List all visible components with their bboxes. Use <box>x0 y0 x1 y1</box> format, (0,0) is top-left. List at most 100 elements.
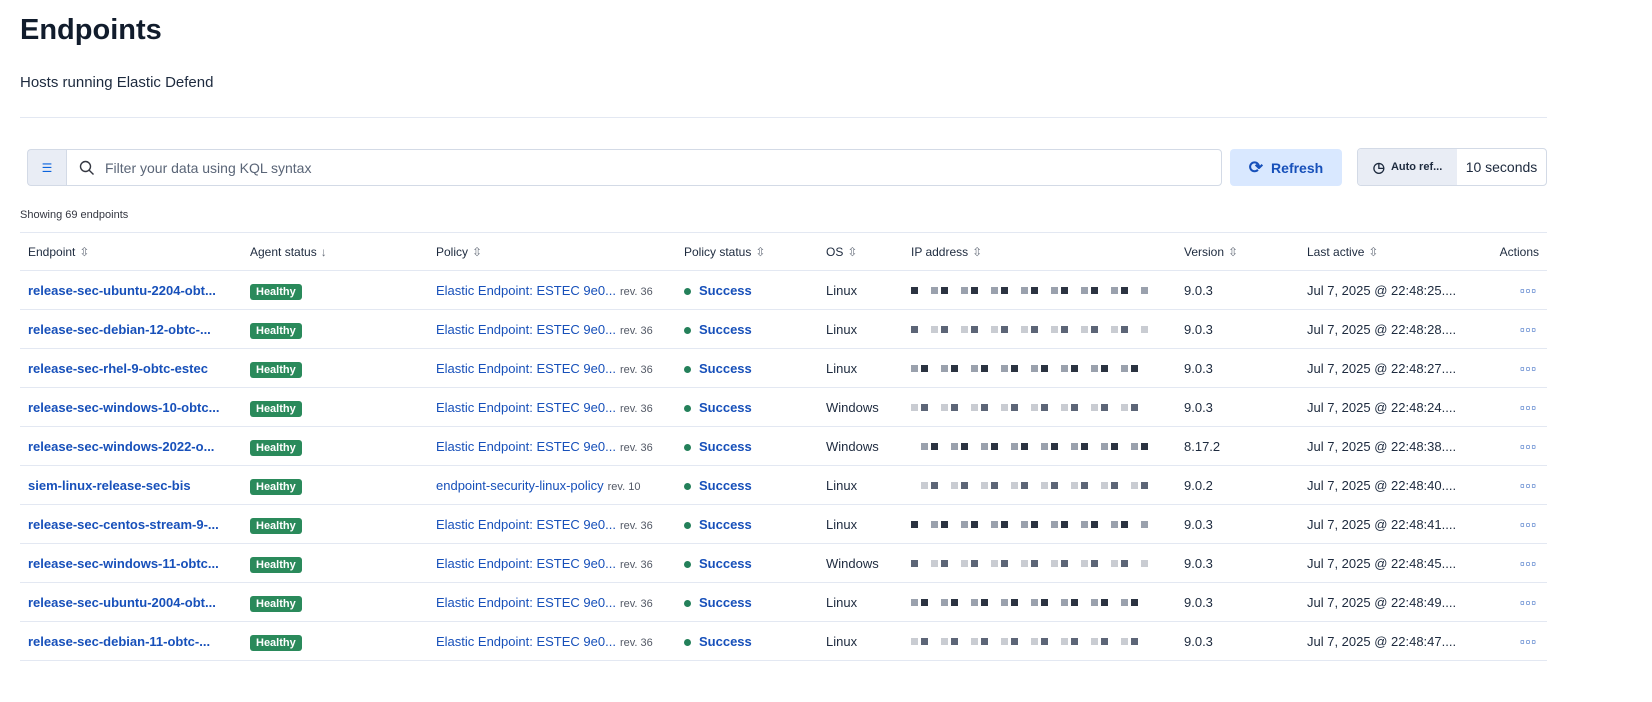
sort-icon: ⇳ <box>972 244 983 259</box>
auto-refresh-label: Auto ref... <box>1390 161 1443 173</box>
policy-link[interactable]: endpoint-security-linux-policy <box>436 477 604 493</box>
status-badge: Healthy <box>250 634 302 651</box>
status-badge: Healthy <box>250 517 302 534</box>
last-active: Jul 7, 2025 @ 22:48:27.... <box>1299 348 1479 388</box>
policy-link[interactable]: Elastic Endpoint: ESTEC 9e0... <box>436 516 616 532</box>
col-os[interactable]: OS ⇳ <box>818 232 903 271</box>
ellipsis-icon[interactable]: ▫▫▫ <box>1479 309 1547 349</box>
version: 9.0.3 <box>1176 270 1299 310</box>
status-badge: Healthy <box>250 361 302 378</box>
policy-status-link[interactable]: Success <box>699 594 752 610</box>
version: 9.0.3 <box>1176 504 1299 544</box>
auto-refresh-interval[interactable]: 10 seconds <box>1465 159 1538 175</box>
ellipsis-icon[interactable]: ▫▫▫ <box>1479 543 1547 583</box>
policy-link[interactable]: Elastic Endpoint: ESTEC 9e0... <box>436 321 616 337</box>
os: Windows <box>818 426 903 466</box>
version: 9.0.3 <box>1176 543 1299 583</box>
policy-revision: rev. 36 <box>619 519 653 532</box>
col-label: Endpoint <box>28 244 76 259</box>
ip-address-redacted <box>911 559 1176 567</box>
policy-revision: rev. 36 <box>619 285 653 298</box>
ellipsis-icon[interactable]: ▫▫▫ <box>1479 387 1547 427</box>
endpoint-link[interactable]: release-sec-debian-11-obtc-... <box>28 633 211 649</box>
col-policy[interactable]: Policy ⇳ <box>428 232 676 271</box>
auto-refresh-toggle[interactable]: ◷ Auto ref... <box>1358 149 1457 185</box>
policy-status-link[interactable]: Success <box>699 516 752 532</box>
policy-link[interactable]: Elastic Endpoint: ESTEC 9e0... <box>436 282 616 298</box>
policy-status-link[interactable]: Success <box>699 360 752 376</box>
policy-link[interactable]: Elastic Endpoint: ESTEC 9e0... <box>436 438 616 454</box>
endpoint-link[interactable]: release-sec-ubuntu-2204-obt... <box>28 282 216 298</box>
ip-address-redacted <box>911 520 1176 528</box>
policy-link[interactable]: Elastic Endpoint: ESTEC 9e0... <box>436 360 616 376</box>
search-input[interactable] <box>105 159 1105 176</box>
search-icon <box>79 160 94 175</box>
endpoint-link[interactable]: siem-linux-release-sec-bis <box>28 477 191 493</box>
status-dot-icon <box>684 638 691 646</box>
endpoint-link[interactable]: release-sec-ubuntu-2004-obt... <box>28 594 216 610</box>
version: 9.0.3 <box>1176 387 1299 427</box>
policy-status-link[interactable]: Success <box>699 282 752 298</box>
status-dot-icon <box>684 326 691 334</box>
col-last-active[interactable]: Last active ⇳ <box>1299 232 1479 271</box>
policy-status-link[interactable]: Success <box>699 321 752 337</box>
search-bar[interactable] <box>66 149 1222 186</box>
status-dot-icon <box>684 443 691 451</box>
col-agent-status[interactable]: Agent status ↓ <box>242 232 428 271</box>
policy-link[interactable]: Elastic Endpoint: ESTEC 9e0... <box>436 399 616 415</box>
ellipsis-icon[interactable]: ▫▫▫ <box>1479 504 1547 544</box>
policy-link[interactable]: Elastic Endpoint: ESTEC 9e0... <box>436 555 616 571</box>
status-dot-icon <box>684 599 691 607</box>
col-version[interactable]: Version ⇳ <box>1176 232 1299 271</box>
ip-address-redacted <box>911 403 1176 411</box>
divider <box>20 117 1547 118</box>
status-badge: Healthy <box>250 556 302 573</box>
auto-refresh-control[interactable]: ◷ Auto ref... 10 seconds <box>1357 148 1547 186</box>
last-active: Jul 7, 2025 @ 22:48:49.... <box>1299 582 1479 622</box>
ellipsis-icon[interactable]: ▫▫▫ <box>1479 465 1547 505</box>
endpoint-link[interactable]: release-sec-windows-11-obtc... <box>28 555 219 571</box>
endpoint-link[interactable]: release-sec-windows-2022-o... <box>28 438 215 454</box>
endpoint-link[interactable]: release-sec-windows-10-obtc... <box>28 399 220 415</box>
policy-revision: rev. 36 <box>619 558 653 571</box>
ellipsis-icon[interactable]: ▫▫▫ <box>1479 348 1547 388</box>
endpoint-link[interactable]: release-sec-debian-12-obtc-... <box>28 321 211 337</box>
policy-status-link[interactable]: Success <box>699 399 752 415</box>
ellipsis-icon[interactable]: ▫▫▫ <box>1479 270 1547 310</box>
status-dot-icon <box>684 287 691 295</box>
endpoint-link[interactable]: release-sec-rhel-9-obtc-estec <box>28 360 208 376</box>
ellipsis-icon[interactable]: ▫▫▫ <box>1479 621 1547 661</box>
table-row: release-sec-windows-11-obtc... Healthy E… <box>20 543 1547 583</box>
col-label: IP address <box>911 244 969 259</box>
col-policy-status[interactable]: Policy status ⇳ <box>676 232 818 271</box>
version: 9.0.3 <box>1176 309 1299 349</box>
refresh-icon: ⟳ <box>1248 157 1264 177</box>
policy-link[interactable]: Elastic Endpoint: ESTEC 9e0... <box>436 594 616 610</box>
ip-address-redacted <box>911 442 1176 450</box>
endpoint-link[interactable]: release-sec-centos-stream-9-... <box>28 516 219 532</box>
table-row: release-sec-debian-12-obtc-... Healthy E… <box>20 309 1547 349</box>
refresh-label: Refresh <box>1271 159 1324 176</box>
policy-status-link[interactable]: Success <box>699 633 752 649</box>
sort-icon: ⇳ <box>847 244 858 259</box>
version: 9.0.2 <box>1176 465 1299 505</box>
refresh-button[interactable]: ⟳ Refresh <box>1230 149 1342 186</box>
col-endpoint[interactable]: Endpoint ⇳ <box>20 232 242 271</box>
ellipsis-icon[interactable]: ▫▫▫ <box>1479 426 1547 466</box>
ellipsis-icon[interactable]: ▫▫▫ <box>1479 582 1547 622</box>
policy-link[interactable]: Elastic Endpoint: ESTEC 9e0... <box>436 633 616 649</box>
col-ip[interactable]: IP address ⇳ <box>903 232 1176 271</box>
os: Linux <box>818 504 903 544</box>
endpoints-table: Endpoint ⇳ Agent status ↓ Policy ⇳ Policy s… <box>20 232 1547 661</box>
os: Linux <box>818 348 903 388</box>
table-row: siem-linux-release-sec-bis Healthy endpo… <box>20 465 1547 505</box>
policy-status-link[interactable]: Success <box>699 477 752 493</box>
last-active: Jul 7, 2025 @ 22:48:24.... <box>1299 387 1479 427</box>
status-dot-icon <box>684 365 691 373</box>
col-label: Policy <box>436 244 469 259</box>
version: 9.0.3 <box>1176 582 1299 622</box>
policy-status-link[interactable]: Success <box>699 438 752 454</box>
policy-status-link[interactable]: Success <box>699 555 752 571</box>
sort-icon: ⇳ <box>1228 244 1239 259</box>
filter-button[interactable]: ☰ <box>27 149 66 186</box>
